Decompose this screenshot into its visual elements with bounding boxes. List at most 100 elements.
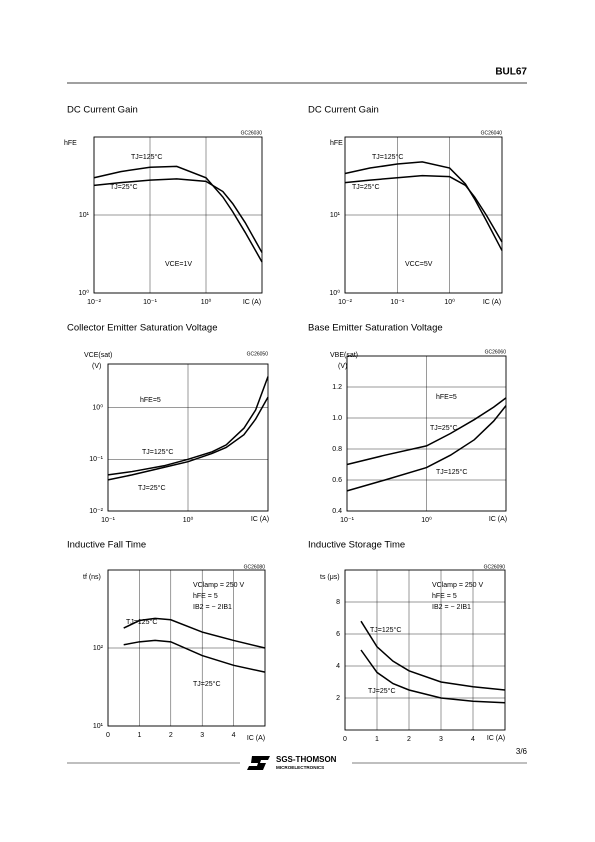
curve-label: TJ=25°C — [352, 183, 380, 191]
x-tick-label: 10⁰ — [421, 516, 432, 524]
y-tick-label: 0.4 — [332, 508, 342, 515]
y-axis-unit: (V) — [92, 363, 101, 370]
curve-label: TJ=25°C — [138, 484, 166, 492]
plot-frame — [344, 136, 503, 294]
y-tick-label: 6 — [336, 631, 340, 638]
curve-label: TJ=125°C — [131, 153, 162, 161]
y-tick-label: 10⁰ — [78, 289, 89, 297]
x-tick-label: 10⁻² — [338, 299, 352, 306]
curve — [123, 617, 266, 649]
plot-frame — [107, 363, 269, 512]
x-tick-label: 4 — [232, 732, 236, 739]
chart-title: DC Current Gain — [308, 105, 379, 116]
chart-title: Inductive Fall Time — [67, 540, 146, 551]
chart-title: Inductive Storage Time — [308, 540, 405, 551]
y-axis-label: VBE(sat) — [330, 352, 358, 359]
annotation: hFE=5 — [140, 397, 161, 404]
curve — [346, 397, 507, 466]
annotation: IB2 = − 2IB1 — [193, 604, 232, 611]
curve — [360, 649, 506, 704]
x-tick-label: 10⁻¹ — [101, 517, 115, 524]
x-tick-label: 10⁻² — [87, 299, 101, 306]
x-tick-label: 10⁻¹ — [340, 517, 354, 524]
y-axis-label: ts (μs) — [320, 574, 340, 581]
x-tick-label: 1 — [375, 736, 379, 743]
x-tick-label: 10⁻¹ — [390, 299, 404, 306]
x-axis-label: IC (A) — [247, 735, 265, 742]
x-tick-label: 10⁻¹ — [143, 299, 157, 306]
plot-frame — [346, 355, 507, 512]
y-tick-label: 10¹ — [93, 723, 104, 730]
x-tick-label: 2 — [407, 736, 411, 743]
chart-code: GC26060 — [485, 349, 507, 355]
chart-title: Collector Emitter Saturation Voltage — [67, 323, 218, 334]
annotation: VClamp = 250 V — [193, 582, 244, 589]
chart-code: GC26040 — [481, 130, 503, 136]
x-tick-label: 0 — [343, 736, 347, 743]
y-tick-label: 10⁻² — [89, 508, 103, 515]
y-tick-label: 10¹ — [79, 212, 90, 219]
y-tick-label: 10⁰ — [329, 289, 340, 297]
y-tick-label: 10² — [93, 645, 104, 652]
y-axis-label: hFE — [64, 140, 77, 147]
x-tick-label: 10⁰ — [183, 516, 194, 524]
annotation: hFE = 5 — [193, 593, 218, 600]
chart-code: GC26090 — [484, 564, 506, 570]
y-tick-label: 10⁰ — [92, 404, 103, 412]
chart-title: Base Emitter Saturation Voltage — [308, 323, 443, 334]
annotation: VCE=1V — [165, 261, 192, 268]
plot-frame — [344, 569, 506, 731]
y-tick-label: 8 — [336, 599, 340, 606]
curve-label: TJ=25°C — [110, 183, 138, 191]
annotation: VCC=5V — [405, 261, 433, 268]
x-axis-label: IC (A) — [487, 735, 505, 742]
annotation: IB2 = − 2IB1 — [432, 604, 471, 611]
x-axis-label: IC (A) — [243, 299, 261, 306]
x-axis-label: IC (A) — [251, 516, 269, 523]
y-axis-label: tf (ns) — [83, 574, 101, 581]
curve-label: TJ=125°C — [372, 153, 403, 161]
curve-label: TJ=25°C — [193, 680, 221, 688]
curve — [107, 376, 269, 476]
y-tick-label: 1.0 — [332, 415, 342, 422]
curve-label: TJ=125°C — [436, 468, 467, 476]
y-tick-label: 1.2 — [332, 384, 342, 391]
annotation: VClamp = 250 V — [432, 582, 483, 589]
x-tick-label: 2 — [169, 732, 173, 739]
x-tick-label: 1 — [137, 732, 141, 739]
y-axis-label: VCE(sat) — [84, 352, 112, 359]
curve-label: TJ=125°C — [370, 626, 401, 634]
logo-subtext: MICROELECTRONICS — [276, 765, 324, 770]
x-axis-label: IC (A) — [489, 516, 507, 523]
part-number: BUL67 — [495, 67, 527, 78]
curve — [123, 639, 266, 673]
page-number: 3/6 — [516, 747, 528, 756]
chart-title: DC Current Gain — [67, 105, 138, 116]
x-tick-label: 4 — [471, 736, 475, 743]
y-tick-label: 10⁻¹ — [89, 456, 103, 463]
chart-code: GC26050 — [247, 351, 269, 357]
x-axis-label: IC (A) — [483, 299, 501, 306]
chart-code: GC26030 — [241, 130, 263, 136]
y-tick-label: 0.6 — [332, 477, 342, 484]
plot-frame — [93, 136, 263, 294]
y-axis-unit: (V) — [338, 363, 347, 370]
x-tick-label: 0 — [106, 732, 110, 739]
logo-text: SGS-THOMSON — [276, 755, 337, 764]
annotation: hFE=5 — [436, 394, 457, 401]
annotation: hFE = 5 — [432, 593, 457, 600]
x-tick-label: 3 — [200, 732, 204, 739]
curve — [344, 174, 503, 243]
chart-code: GC26080 — [244, 564, 266, 570]
x-tick-label: 3 — [439, 736, 443, 743]
x-tick-label: 10⁰ — [201, 298, 212, 306]
logo-mark — [247, 756, 270, 770]
y-tick-label: 2 — [336, 695, 340, 702]
curve-label: TJ=125°C — [126, 618, 157, 626]
curve — [93, 165, 263, 263]
curve — [107, 396, 269, 481]
y-tick-label: 4 — [336, 663, 340, 670]
curve-label: TJ=25°C — [368, 687, 396, 695]
curve — [346, 405, 507, 492]
